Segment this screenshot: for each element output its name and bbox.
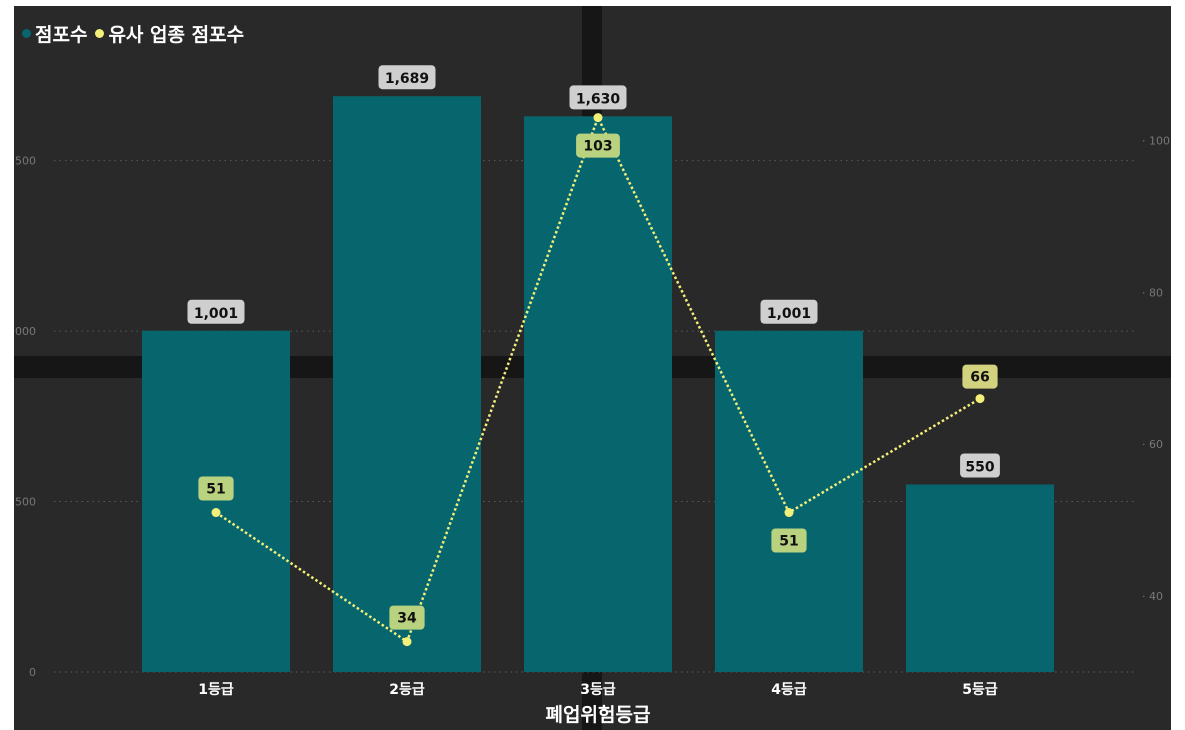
line-point[interactable]	[402, 637, 412, 647]
line-label-text: 34	[397, 611, 417, 627]
y-right-tick-label: · 100	[1142, 134, 1170, 147]
legend-dot-icon	[22, 28, 31, 38]
bar[interactable]	[906, 484, 1054, 673]
bar-label-text: 1,689	[385, 71, 429, 87]
line-point[interactable]	[593, 113, 603, 123]
legend-dot-icon	[95, 28, 105, 38]
y-right-tick-label: · 80	[1142, 286, 1163, 299]
line-path	[215, 114, 981, 644]
bar-series	[142, 96, 1054, 673]
line-series	[211, 113, 985, 647]
y-right-tick-label: · 40	[1142, 590, 1163, 603]
bar-label-box	[187, 299, 245, 324]
legend-label-similar-stores: 유사 업종 점포수	[108, 23, 245, 46]
line-label-box	[962, 364, 998, 389]
x-category-label: 5등급	[962, 682, 998, 698]
line-label-box	[771, 528, 807, 553]
y-left-tick-label: 500	[15, 496, 36, 509]
x-axis-categories: 1등급 2등급 3등급 4등급 5등급	[198, 682, 998, 698]
line-label-text: 66	[970, 370, 989, 386]
bar-label-box	[569, 85, 627, 110]
bar-data-label: 1,689	[378, 65, 436, 90]
line-label-text: 103	[583, 139, 612, 155]
line-point[interactable]	[784, 508, 794, 518]
line-label-box	[198, 476, 234, 501]
x-category-label: 1등급	[198, 682, 234, 698]
legend-item-similar-stores[interactable]: 유사 업종 점포수	[95, 20, 244, 47]
legend-item-stores[interactable]: 점포수	[22, 20, 87, 47]
bar[interactable]	[142, 330, 290, 672]
bar-label-box	[760, 299, 818, 324]
bar-label-box	[960, 453, 1000, 478]
bar-data-label: 1,001	[187, 299, 245, 324]
line-label-box	[389, 605, 425, 630]
bar-label-text: 550	[965, 460, 994, 476]
legend-label-stores: 점포수	[35, 23, 88, 46]
chart-panel: 05001,0001,500 · 40· 60· 80· 100 1,0011,…	[14, 6, 1171, 730]
x-category-label: 4등급	[771, 682, 807, 698]
y-axis-left: 0 500 1,000 1,500	[14, 155, 36, 679]
line-point[interactable]	[975, 394, 985, 404]
line-label-text: 51	[779, 534, 798, 550]
bar[interactable]	[524, 116, 672, 673]
line-data-labels: 51 34 103 51 66	[198, 133, 998, 630]
bar-data-label: 550	[960, 453, 1000, 478]
bar-data-label: 1,001	[760, 299, 818, 324]
legend: 점포수 유사 업종 점포수	[22, 20, 244, 46]
line-data-label: 51	[198, 476, 234, 501]
line-data-label: 66	[962, 364, 998, 389]
y-left-tick-label: 1,000	[14, 325, 36, 338]
y-left-tick-label: 0	[29, 666, 36, 679]
line-data-label: 103	[576, 133, 620, 158]
line-data-label: 34	[389, 605, 425, 630]
x-category-label: 3등급	[580, 682, 616, 698]
combo-chart: 05001,0001,500 · 40· 60· 80· 100 1,0011,…	[14, 65, 1170, 726]
bar-label-text: 1,001	[767, 306, 811, 322]
bar-label-text: 1,630	[576, 91, 621, 107]
line-point[interactable]	[211, 508, 221, 518]
line-data-label: 51	[771, 528, 807, 553]
y-right-tick-label: · 60	[1142, 438, 1163, 451]
line-label-box	[576, 133, 620, 158]
bar-label-text: 1,001	[194, 306, 238, 322]
x-category-label: 2등급	[389, 682, 425, 698]
bar-data-label: 1,630	[569, 85, 627, 110]
x-axis-title: 폐업위험등급	[546, 704, 651, 726]
bar[interactable]	[333, 96, 481, 673]
bar[interactable]	[715, 330, 863, 672]
bar-data-labels: 1,001 1,689 1,630 1,001 550	[187, 65, 1000, 478]
y-axis-right: · 40 · 60 · 80 · 100	[1142, 134, 1170, 603]
bar-label-box	[378, 65, 436, 90]
y-left-tick-label: 1,500	[14, 155, 36, 168]
line-label-text: 51	[206, 482, 225, 498]
